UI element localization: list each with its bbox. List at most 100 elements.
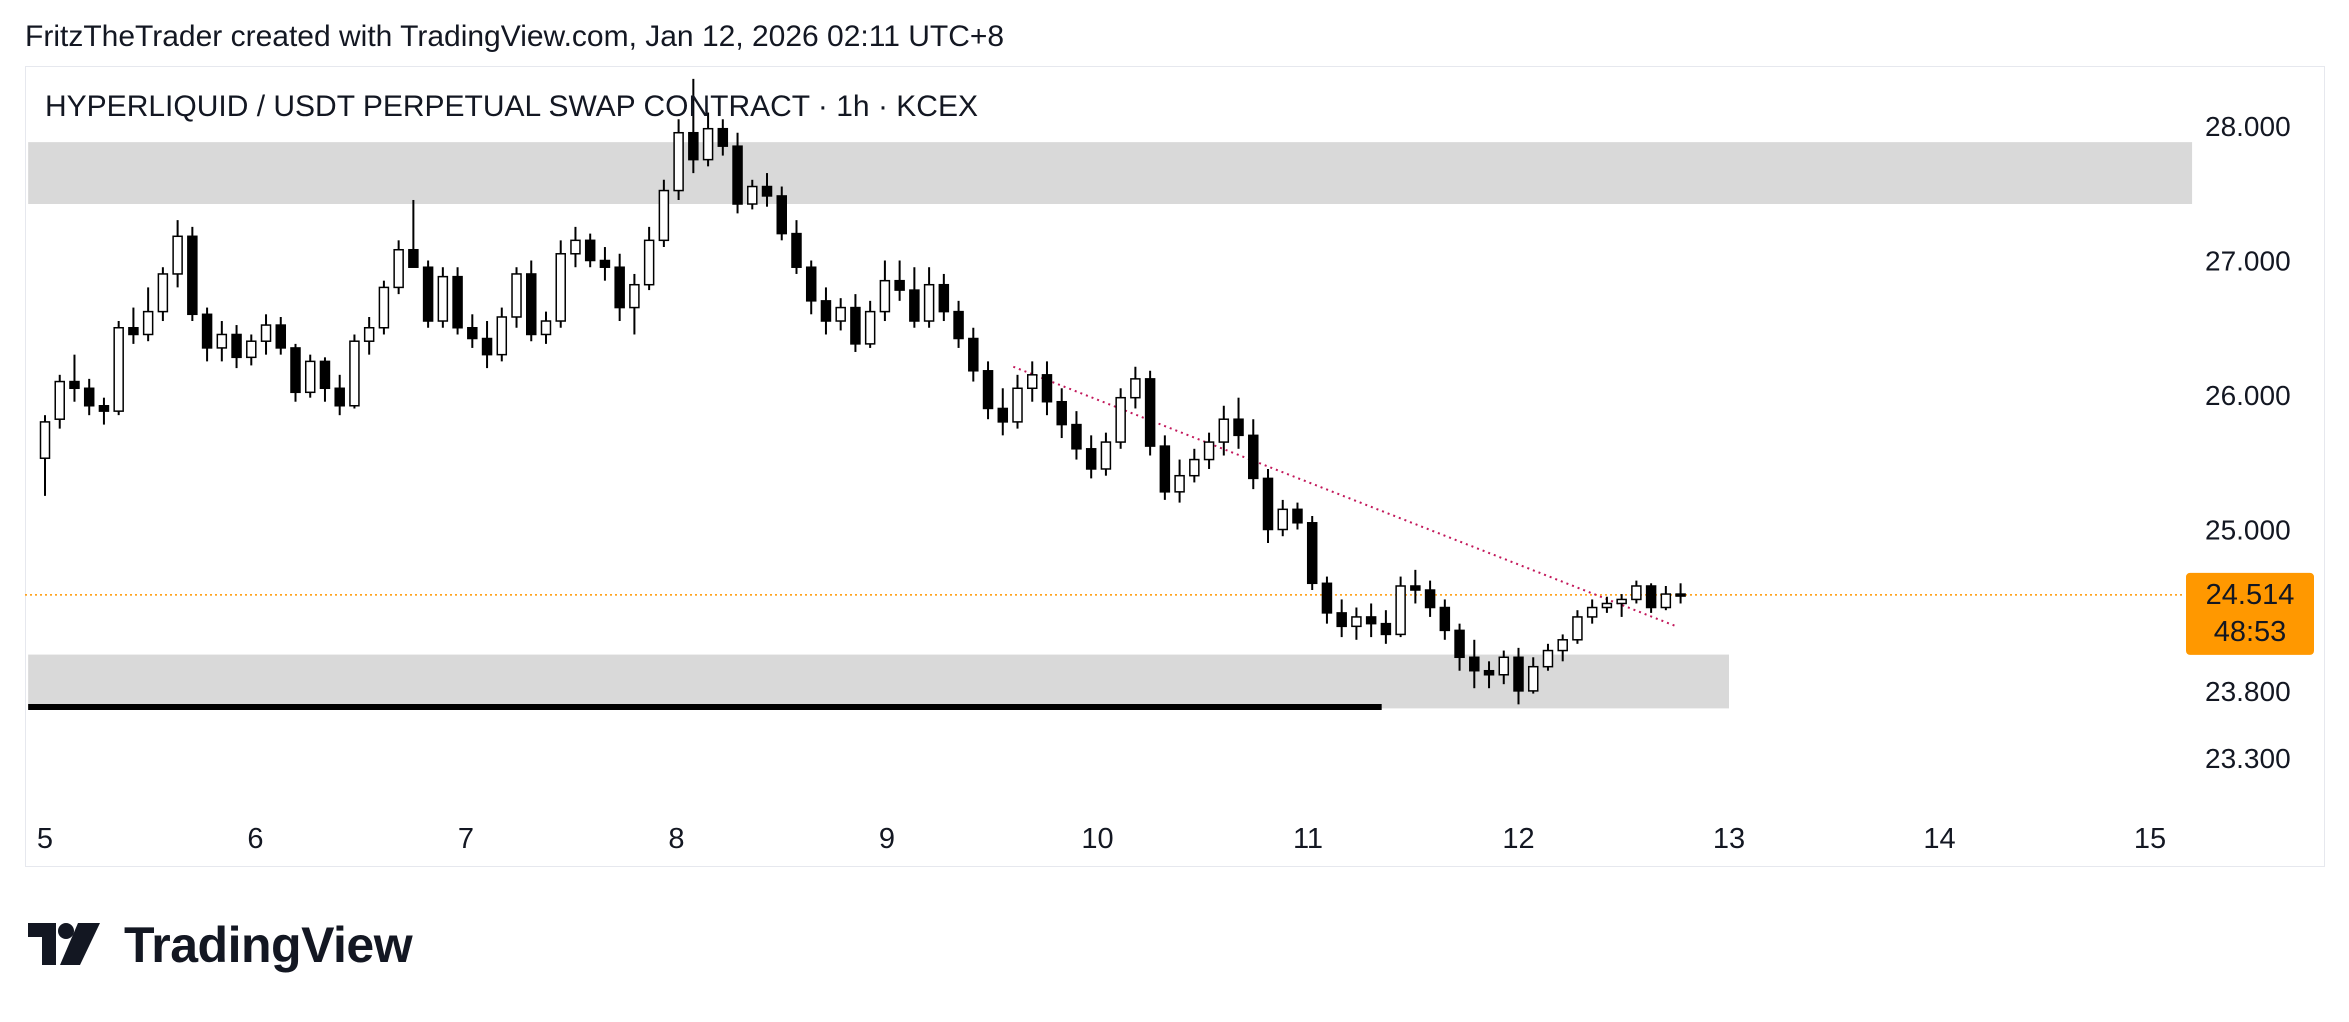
- candle-body: [658, 189, 670, 242]
- candle-body: [1410, 585, 1421, 591]
- candle-body: [1631, 585, 1642, 601]
- time-tick-label: 6: [247, 823, 263, 855]
- candle-body: [761, 185, 773, 197]
- candle: [1365, 603, 1377, 638]
- candle: [172, 220, 183, 288]
- tradingview-wordmark: TradingView: [124, 917, 413, 973]
- last-price-badge-layer: 24.514 48:53: [2186, 572, 2314, 655]
- candle-body: [363, 327, 375, 342]
- candle-body: [1100, 441, 1112, 470]
- candle-body: [349, 340, 360, 407]
- last-price-badge[interactable]: [2186, 572, 2314, 655]
- candle: [1233, 397, 1244, 449]
- candle: [1115, 388, 1126, 449]
- price-axis[interactable]: 28.000 27.000 26.000 25.000 23.800 23.300: [2205, 111, 2291, 774]
- descending-trendline[interactable]: [1012, 365, 1677, 628]
- time-tick-label: 9: [879, 823, 895, 855]
- candle-body: [334, 387, 345, 407]
- candle-body: [437, 275, 449, 322]
- candle-body: [599, 259, 611, 268]
- support-zone[interactable]: [28, 654, 1729, 709]
- candle: [570, 226, 581, 268]
- candle-body: [894, 279, 905, 291]
- candle-body: [1218, 418, 1230, 443]
- tradingview-logo[interactable]: TradingView: [28, 917, 413, 973]
- candle-body: [982, 370, 994, 410]
- candle: [555, 240, 566, 328]
- candle: [614, 253, 625, 322]
- candle: [378, 280, 390, 335]
- candle: [304, 354, 316, 398]
- candle-body: [157, 273, 169, 313]
- candle: [629, 273, 640, 335]
- candle: [113, 321, 124, 416]
- candle: [481, 321, 493, 369]
- lines-layer: [25, 365, 2183, 711]
- price-tick-label: 26.000: [2205, 380, 2291, 411]
- candle: [643, 226, 655, 291]
- candle-body: [231, 333, 242, 359]
- candle-body: [1174, 474, 1185, 493]
- candle-body: [511, 273, 522, 318]
- candle-body: [673, 131, 684, 192]
- time-axis[interactable]: 5 6 7 8 9 10 11 12 13 14 15: [37, 823, 2166, 855]
- candle: [835, 298, 846, 331]
- candle: [673, 119, 684, 200]
- candle-body: [820, 300, 832, 322]
- candle: [1026, 361, 1038, 402]
- candle: [584, 233, 596, 268]
- candle-body: [526, 273, 537, 336]
- candle-body: [98, 405, 110, 412]
- time-tick-label: 11: [1293, 823, 1323, 855]
- candle-body: [1130, 378, 1141, 399]
- candle: [128, 307, 139, 344]
- candle-body: [319, 360, 331, 390]
- candle: [1542, 643, 1554, 671]
- candle-body: [142, 310, 154, 336]
- candle-body: [570, 239, 581, 255]
- candle: [1424, 580, 1436, 617]
- candle: [658, 179, 670, 248]
- candle-body: [997, 407, 1009, 423]
- candle: [496, 307, 508, 362]
- candle-body: [1262, 477, 1274, 531]
- resistance-zone[interactable]: [28, 142, 2193, 205]
- candle: [702, 112, 714, 167]
- candle-body: [1336, 612, 1347, 628]
- candle-body: [1306, 522, 1318, 585]
- candle-body: [629, 283, 640, 309]
- candle-body: [1292, 508, 1303, 524]
- candle-body: [1513, 656, 1524, 692]
- candle-body: [805, 266, 817, 302]
- symbol-title[interactable]: HYPERLIQUID / USDT PERPETUAL SWAP CONTRA…: [45, 90, 978, 123]
- candle: [732, 132, 743, 214]
- candle: [1189, 448, 1200, 483]
- candle: [83, 378, 95, 416]
- candle: [879, 260, 891, 322]
- candle: [260, 314, 272, 355]
- chart-frame[interactable]: [25, 66, 2325, 867]
- candle-body: [717, 127, 729, 147]
- candle-body: [614, 266, 625, 309]
- candle-body: [776, 195, 787, 235]
- candle-body: [39, 421, 51, 459]
- candle: [1631, 580, 1642, 604]
- candle: [408, 199, 419, 268]
- candle: [850, 294, 861, 352]
- candle: [540, 311, 552, 344]
- candle: [688, 78, 699, 174]
- candle: [39, 415, 51, 496]
- candle: [1454, 623, 1465, 671]
- candle: [1218, 405, 1230, 456]
- candle-body: [747, 185, 758, 205]
- price-chart[interactable]: 28.000 27.000 26.000 25.000 23.800 23.300 5 6 7…: [0, 0, 2349, 880]
- candle: [982, 361, 994, 420]
- candle-body: [1542, 649, 1554, 668]
- candle: [334, 374, 345, 416]
- candle: [1586, 599, 1598, 624]
- candle: [1498, 650, 1510, 685]
- candle-body: [1012, 387, 1023, 423]
- candle-body: [467, 327, 478, 340]
- candle-body: [1424, 589, 1436, 609]
- candle-body: [1189, 458, 1200, 477]
